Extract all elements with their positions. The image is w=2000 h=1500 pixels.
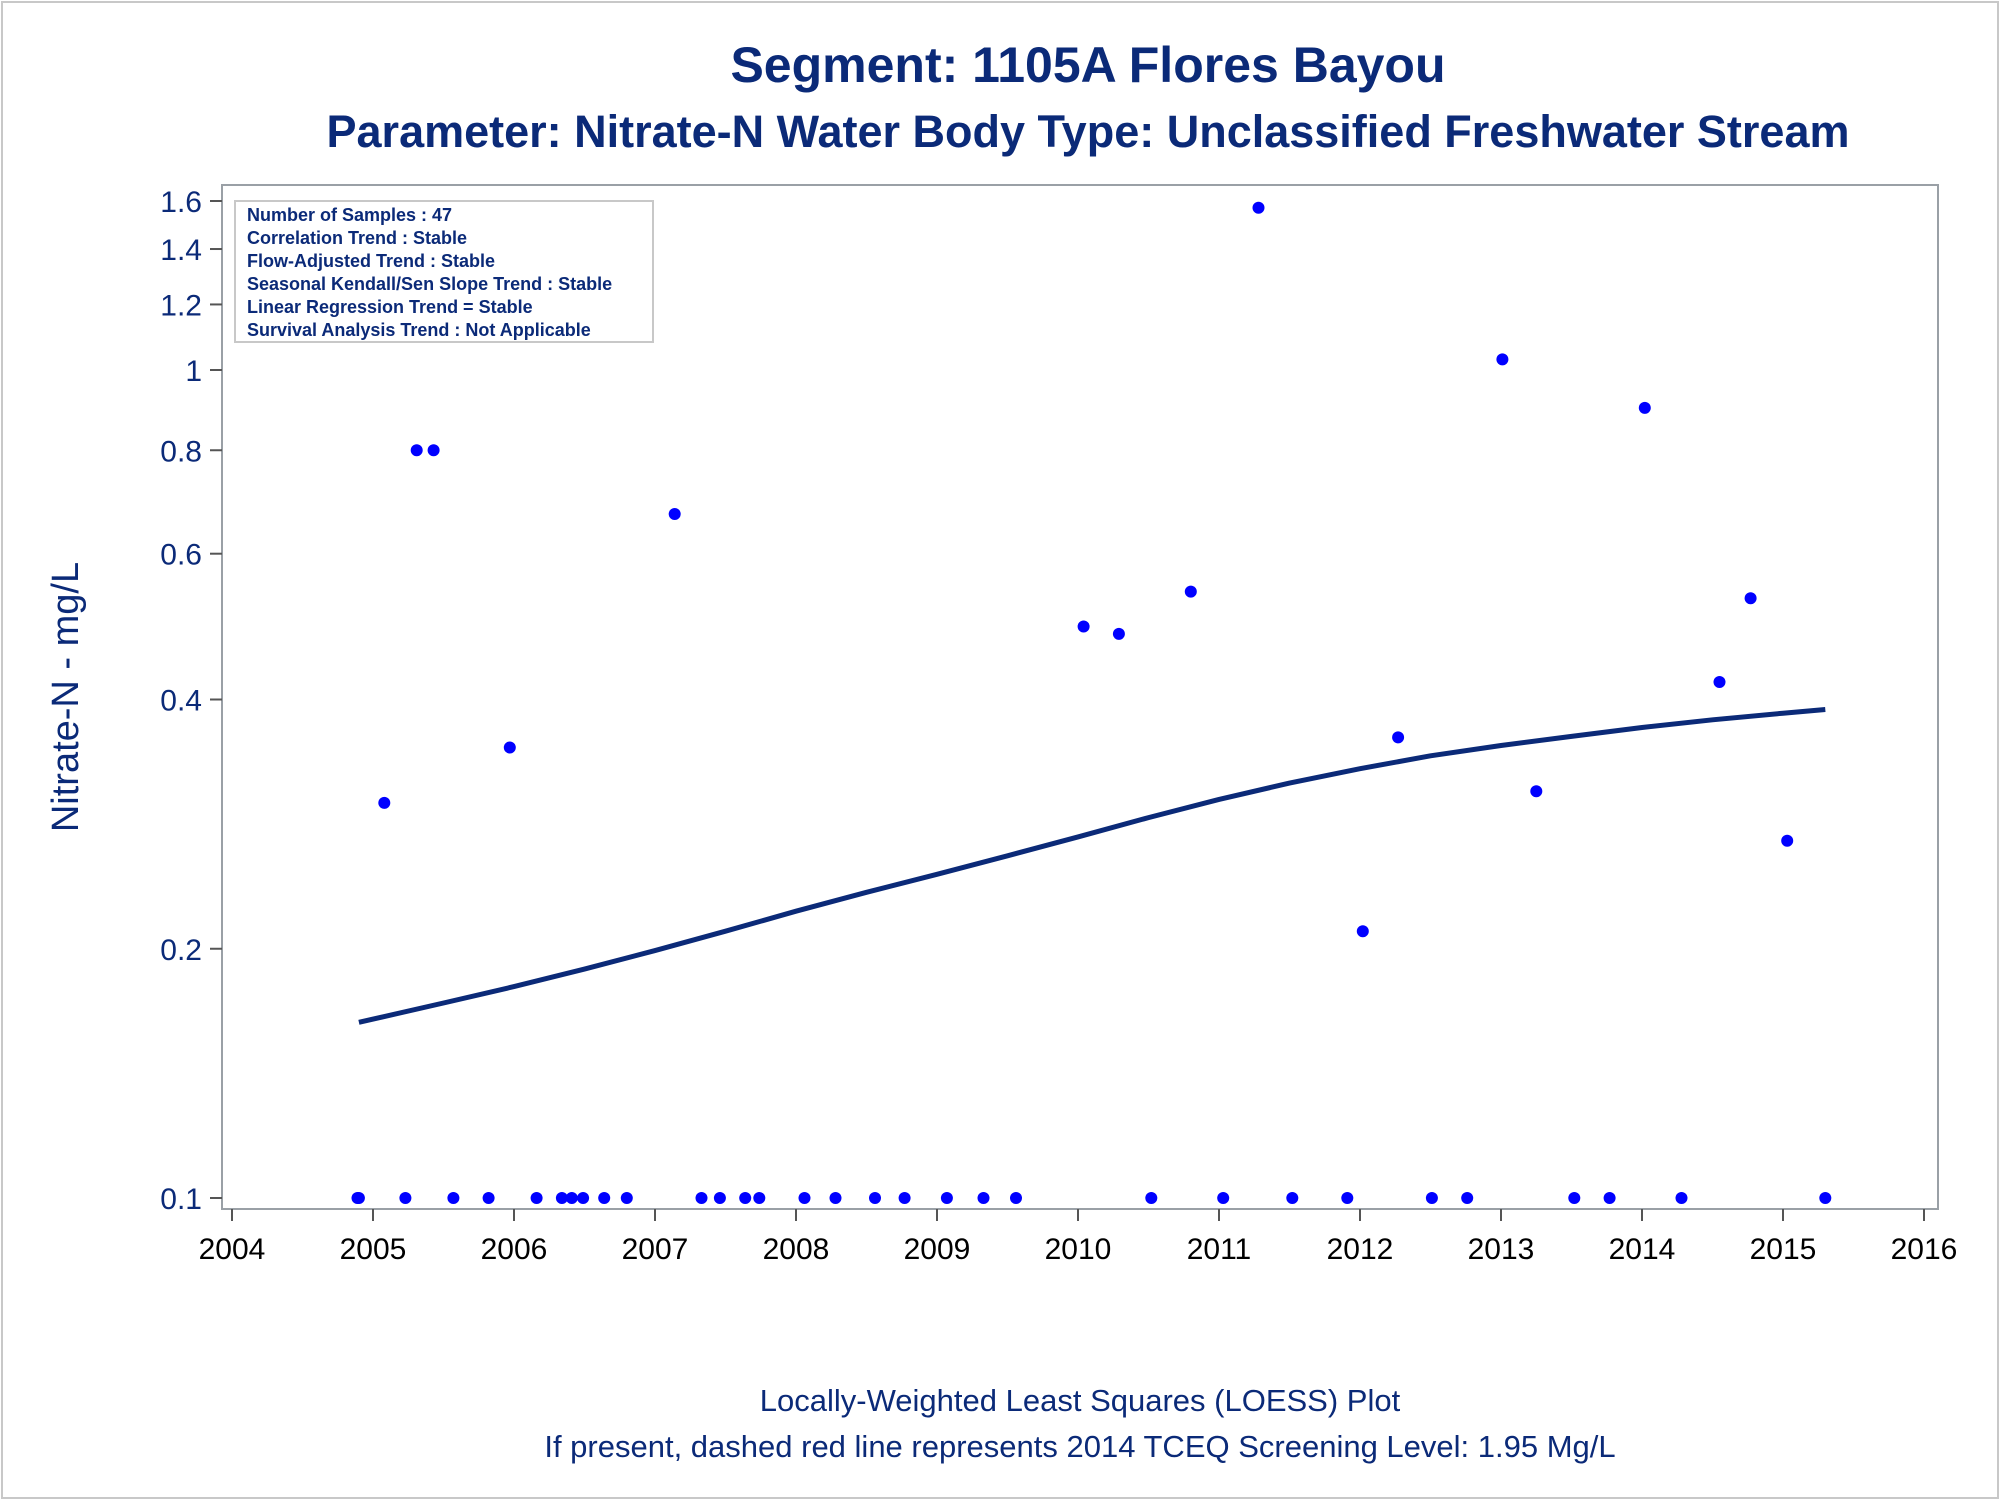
data-point — [1819, 1192, 1832, 1204]
data-point — [503, 741, 516, 754]
data-point — [1530, 785, 1543, 798]
y-tick-label: 0.4 — [160, 685, 202, 718]
loess-layer — [358, 707, 1826, 1025]
x-tick-label: 2011 — [1187, 1233, 1252, 1266]
data-point — [482, 1192, 495, 1204]
data-point — [378, 796, 391, 809]
data-point — [1461, 1192, 1474, 1204]
data-point — [1638, 401, 1651, 414]
data-point — [1112, 627, 1125, 640]
y-axis: 0.1 0.2 0.4 0.6 0.8 1 1.2 1.4 1.6 — [160, 186, 222, 1216]
data-point — [555, 1192, 568, 1204]
y-tick-label: 0.2 — [160, 934, 202, 967]
data-point — [1425, 1192, 1438, 1204]
data-point — [1392, 731, 1405, 744]
x-tick-label: 2015 — [1750, 1233, 1817, 1266]
data-point — [829, 1192, 842, 1204]
stats-box: Number of Samples : 47 Correlation Trend… — [234, 200, 654, 343]
data-point — [620, 1192, 633, 1204]
data-point — [1713, 676, 1726, 688]
data-point — [530, 1192, 543, 1204]
y-tick-label: 1.6 — [160, 186, 202, 219]
stats-line-flow-adjusted: Flow-Adjusted Trend : Stable — [247, 251, 495, 271]
data-point — [668, 508, 681, 520]
data-point — [1077, 620, 1090, 633]
data-point — [753, 1192, 766, 1204]
data-point — [1675, 1192, 1688, 1204]
data-point — [352, 1192, 365, 1204]
y-axis-label: Nitrate-N - mg/L — [45, 562, 87, 832]
loess-line — [358, 707, 1826, 1025]
footnote-screening-level: If present, dashed red line represents 2… — [544, 1429, 1615, 1464]
data-point — [1744, 592, 1757, 605]
data-point — [798, 1192, 811, 1204]
plot-area: 2004 2005 2006 2007 2008 2009 2010 2011 2012 2013… — [160, 184, 1958, 1266]
stats-line-samples: Number of Samples : 47 — [247, 205, 452, 225]
data-point — [577, 1192, 590, 1204]
y-tick-label: 0.8 — [160, 435, 202, 468]
data-point — [1781, 834, 1794, 847]
data-point — [1217, 1192, 1230, 1204]
data-point — [427, 444, 440, 457]
points-layer — [351, 201, 1832, 1204]
chart-subtitle: Parameter: Nitrate-N Water Body Type: Un… — [327, 106, 1850, 157]
x-tick-label: 2009 — [904, 1233, 971, 1266]
y-tick-label: 1.2 — [160, 289, 202, 322]
data-point — [410, 444, 423, 457]
data-point — [598, 1192, 611, 1204]
x-tick-label: 2014 — [1609, 1233, 1676, 1266]
stats-line-survival: Survival Analysis Trend : Not Applicable — [247, 320, 591, 340]
data-point — [977, 1192, 990, 1204]
x-tick-label: 2010 — [1045, 1233, 1112, 1266]
y-tick-label: 0.6 — [160, 539, 202, 572]
x-tick-label: 2012 — [1327, 1233, 1394, 1266]
data-point — [1496, 353, 1509, 366]
data-point — [399, 1192, 412, 1204]
chart-title: Segment: 1105A Flores Bayou — [730, 37, 1445, 93]
data-point — [1568, 1192, 1581, 1204]
stats-line-linear-regression: Linear Regression Trend = Stable — [247, 297, 533, 317]
x-tick-label: 2016 — [1891, 1233, 1958, 1266]
y-tick-label: 1.4 — [160, 234, 202, 267]
footnote-loess: Locally-Weighted Least Squares (LOESS) P… — [760, 1383, 1401, 1418]
data-point — [1010, 1192, 1022, 1204]
x-tick-label: 2006 — [481, 1233, 548, 1266]
x-tick-label: 2013 — [1468, 1233, 1535, 1266]
x-tick-label: 2004 — [199, 1233, 266, 1266]
data-point — [565, 1192, 578, 1204]
data-point — [1286, 1192, 1299, 1204]
data-point — [695, 1192, 708, 1204]
plot-frame — [221, 184, 1939, 1210]
data-point — [713, 1192, 726, 1204]
data-point — [1603, 1192, 1616, 1204]
x-axis: 2004 2005 2006 2007 2008 2009 2010 2011 2012 2013… — [199, 1209, 1958, 1266]
data-point — [739, 1192, 752, 1204]
data-point — [447, 1192, 460, 1204]
data-point — [940, 1192, 953, 1204]
y-tick-label: 0.1 — [160, 1183, 202, 1216]
data-point — [1145, 1192, 1158, 1204]
data-point — [1184, 585, 1197, 598]
data-point — [1356, 925, 1369, 938]
x-tick-label: 2008 — [763, 1233, 830, 1266]
stats-line-seasonal-kendall: Seasonal Kendall/Sen Slope Trend : Stabl… — [247, 274, 612, 294]
x-tick-label: 2007 — [622, 1233, 689, 1266]
data-point — [898, 1192, 911, 1204]
stats-line-correlation: Correlation Trend : Stable — [247, 228, 467, 248]
stats-box-frame — [234, 200, 654, 343]
y-tick-label: 1 — [185, 355, 202, 388]
data-point — [1341, 1192, 1354, 1204]
x-tick-label: 2005 — [340, 1233, 407, 1266]
data-point — [869, 1192, 881, 1204]
data-point — [1252, 201, 1265, 214]
